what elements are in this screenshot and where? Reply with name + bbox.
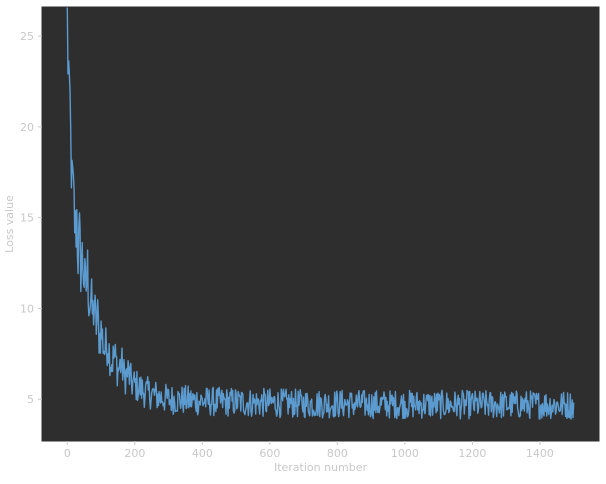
y-tick-label: 25 [20, 30, 34, 43]
y-axis: 5 10 15 20 25 [20, 30, 42, 406]
x-axis-label: Iteration number [274, 461, 368, 474]
x-tick-label: 1400 [526, 447, 554, 460]
x-tick-label: 0 [64, 447, 71, 460]
y-axis-label: Loss value [3, 195, 16, 253]
y-tick-label: 15 [20, 212, 34, 225]
series-layer [66, 7, 575, 420]
y-tick-label: 10 [20, 302, 34, 315]
y-tick-label: 5 [27, 393, 34, 406]
x-tick-label: 400 [192, 447, 213, 460]
x-tick-label: 800 [327, 447, 348, 460]
y-tick-label: 20 [20, 121, 34, 134]
x-tick-label: 1000 [391, 447, 419, 460]
x-axis: 0 200 400 600 800 1000 1200 1400 [64, 441, 554, 460]
x-tick-label: 200 [124, 447, 145, 460]
x-tick-label: 600 [259, 447, 280, 460]
x-tick-label: 1200 [458, 447, 486, 460]
plot-area [41, 6, 600, 442]
series-line [66, 7, 575, 420]
